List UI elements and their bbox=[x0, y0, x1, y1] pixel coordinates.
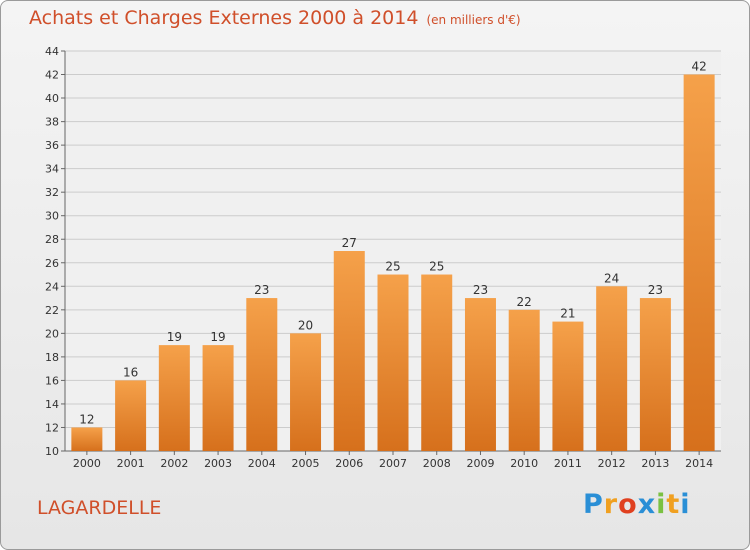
bar-2012 bbox=[596, 286, 628, 451]
y-tick-label: 38 bbox=[45, 116, 59, 129]
bar-2003 bbox=[202, 345, 234, 451]
bar-2004 bbox=[246, 298, 278, 451]
bar-value-label: 19 bbox=[210, 330, 225, 344]
chart-title: Achats et Charges Externes 2000 à 2014 bbox=[29, 7, 419, 29]
bar-value-label: 12 bbox=[79, 412, 94, 426]
bar-value-label: 22 bbox=[517, 295, 532, 309]
x-tick-label: 2006 bbox=[335, 457, 363, 470]
y-tick-label: 12 bbox=[45, 421, 59, 434]
x-tick-label: 2012 bbox=[598, 457, 626, 470]
logo-letter: P bbox=[583, 489, 604, 520]
bar-value-label: 24 bbox=[604, 271, 619, 285]
logo-letter: r bbox=[603, 489, 619, 520]
y-tick-label: 16 bbox=[45, 374, 59, 387]
bar-2001 bbox=[115, 380, 147, 451]
bar-value-label: 25 bbox=[385, 260, 400, 274]
x-tick-label: 2011 bbox=[554, 457, 582, 470]
x-tick-label: 2009 bbox=[466, 457, 494, 470]
x-tick-label: 2007 bbox=[379, 457, 407, 470]
town-name: LAGARDELLE bbox=[37, 497, 162, 519]
chart-subtitle: (en milliers d'€) bbox=[426, 13, 521, 27]
y-tick-label: 42 bbox=[45, 69, 59, 82]
bar-2010 bbox=[508, 309, 540, 451]
bar-value-label: 42 bbox=[691, 60, 706, 74]
x-tick-label: 2010 bbox=[510, 457, 538, 470]
bar-value-label: 16 bbox=[123, 365, 138, 379]
y-tick-label: 32 bbox=[45, 186, 59, 199]
bar-2002 bbox=[158, 345, 190, 451]
logo-letter: i bbox=[656, 489, 667, 520]
x-tick-label: 2014 bbox=[685, 457, 713, 470]
bar-value-label: 23 bbox=[254, 283, 269, 297]
bar-2013 bbox=[639, 298, 671, 451]
y-tick-label: 20 bbox=[45, 327, 59, 340]
bar-value-label: 25 bbox=[429, 260, 444, 274]
x-tick-label: 2008 bbox=[423, 457, 451, 470]
x-tick-label: 2013 bbox=[641, 457, 669, 470]
bar-value-label: 20 bbox=[298, 318, 313, 332]
y-tick-label: 36 bbox=[45, 139, 59, 152]
bar-2009 bbox=[464, 298, 496, 451]
proxiti-logo: Proxiti bbox=[583, 489, 691, 520]
y-tick-label: 40 bbox=[45, 92, 59, 105]
x-tick-label: 2005 bbox=[292, 457, 320, 470]
y-tick-label: 14 bbox=[45, 398, 59, 411]
y-tick-label: 30 bbox=[45, 210, 59, 223]
y-tick-label: 24 bbox=[45, 280, 59, 293]
bar-2005 bbox=[290, 333, 322, 451]
bar-2006 bbox=[333, 251, 365, 451]
bar-value-label: 23 bbox=[473, 283, 488, 297]
y-tick-label: 18 bbox=[45, 351, 59, 364]
logo-letter: o bbox=[618, 489, 638, 520]
bar-2000 bbox=[71, 427, 103, 451]
logo-letter: t bbox=[666, 489, 681, 520]
y-tick-label: 10 bbox=[45, 445, 59, 458]
x-tick-label: 2000 bbox=[73, 457, 101, 470]
title-row: Achats et Charges Externes 2000 à 2014 (e… bbox=[29, 7, 521, 29]
x-tick-label: 2004 bbox=[248, 457, 276, 470]
y-tick-label: 34 bbox=[45, 163, 59, 176]
bar-2008 bbox=[421, 274, 453, 451]
y-tick-label: 22 bbox=[45, 304, 59, 317]
logo-letter: i bbox=[680, 489, 691, 520]
x-tick-label: 2002 bbox=[160, 457, 188, 470]
x-tick-label: 2003 bbox=[204, 457, 232, 470]
y-tick-label: 28 bbox=[45, 233, 59, 246]
bar-2014 bbox=[683, 74, 715, 451]
bar-value-label: 23 bbox=[648, 283, 663, 297]
bar-value-label: 21 bbox=[560, 307, 575, 321]
bar-value-label: 19 bbox=[167, 330, 182, 344]
x-tick-label: 2001 bbox=[117, 457, 145, 470]
bar-2011 bbox=[552, 321, 584, 451]
bar-value-label: 27 bbox=[342, 236, 357, 250]
y-tick-label: 44 bbox=[45, 45, 59, 58]
bar-2007 bbox=[377, 274, 409, 451]
y-tick-label: 26 bbox=[45, 257, 59, 270]
logo-letter: x bbox=[637, 489, 657, 520]
